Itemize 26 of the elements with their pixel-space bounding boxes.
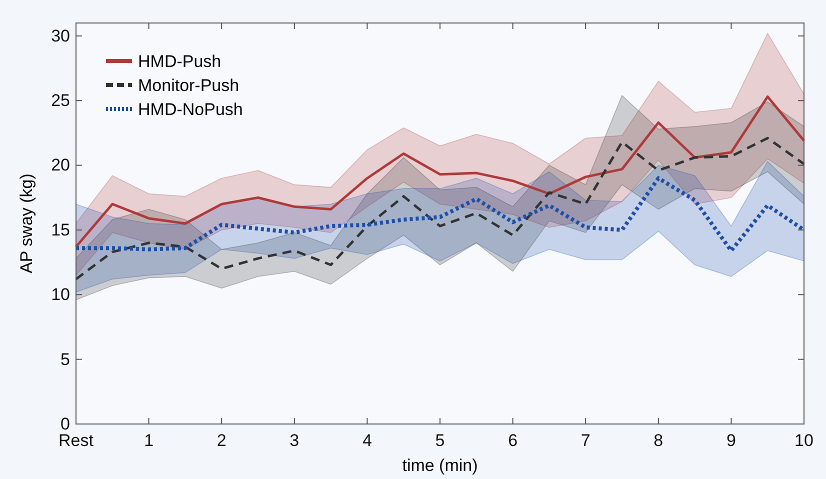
line-series <box>74 136 806 280</box>
y-tick-label: 5 <box>60 350 70 369</box>
x-tick-label: 10 <box>794 431 814 450</box>
line-series <box>74 176 806 253</box>
x-tick-label: 8 <box>654 431 664 450</box>
x-axis-title: time (min) <box>402 456 478 475</box>
legend-label: Monitor-Push <box>138 76 240 95</box>
y-axis-title: AP sway (kg) <box>17 174 36 274</box>
y-tick-label: 30 <box>51 26 70 46</box>
x-tick-label: 2 <box>216 431 226 450</box>
x-tick-label: 6 <box>508 431 518 450</box>
x-tick-label: 9 <box>726 431 736 450</box>
legend-label: HMD-NoPush <box>138 100 243 119</box>
x-tick-label: 7 <box>580 431 590 450</box>
x-tick-label: 5 <box>435 431 445 450</box>
line-series <box>74 95 806 248</box>
y-tick-label: 20 <box>51 156 70 175</box>
x-tick-label: 3 <box>290 431 300 450</box>
y-tick-label: 0 <box>60 414 70 434</box>
legend-label: HMD-Push <box>138 52 222 71</box>
x-tick-label: 1 <box>144 431 154 450</box>
y-tick-label: 15 <box>51 220 70 240</box>
y-tick-label: 25 <box>51 91 70 110</box>
x-tick-label: Rest <box>58 431 94 450</box>
y-tick-label: 10 <box>51 285 70 304</box>
x-tick-label: 4 <box>362 431 372 450</box>
